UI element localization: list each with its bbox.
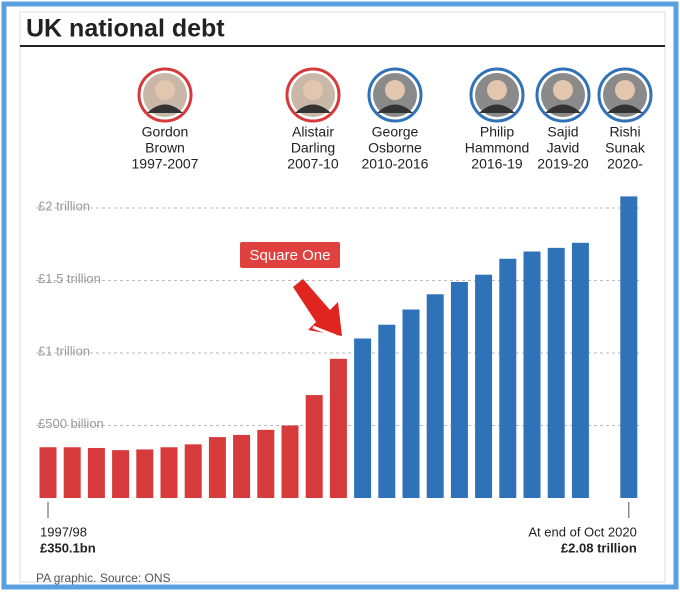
portrait-body	[377, 104, 413, 113]
bar	[354, 338, 372, 498]
chancellor-name: George	[372, 124, 419, 140]
panel	[19, 11, 666, 583]
y-tick-label: £2 trillion	[38, 198, 90, 213]
y-tick-label: £1.5 trillion	[38, 271, 101, 286]
bar	[620, 196, 638, 498]
bar	[329, 358, 347, 498]
bar	[523, 251, 541, 498]
bar	[305, 395, 323, 498]
bar	[402, 309, 420, 498]
bar	[136, 449, 154, 498]
x-tick-label: At end of Oct 2020	[528, 524, 636, 539]
chancellor-name: Javid	[547, 140, 580, 156]
bar	[571, 242, 589, 498]
annotation: Square One	[250, 247, 331, 264]
chancellor-years: 2019-20	[537, 156, 589, 172]
portrait-body	[295, 104, 331, 113]
chancellor-years: 2016-19	[471, 156, 523, 172]
chancellor-name: Hammond	[465, 140, 530, 156]
annotation-box	[240, 242, 340, 268]
chancellor-years: 2020-	[607, 156, 643, 172]
bar	[39, 447, 57, 498]
source: PA graphic. Source: ONS	[36, 571, 171, 585]
value-label: £350.1bn	[40, 540, 96, 555]
chancellor-name: Philip	[480, 124, 514, 140]
bar	[281, 425, 299, 498]
bar	[112, 450, 130, 498]
chancellor-name: Rishi	[609, 124, 640, 140]
chart-title: UK national debt	[26, 15, 225, 43]
chancellor-years: 1997-2007	[132, 156, 199, 172]
y-tick-label: £1 trillion	[38, 343, 90, 358]
chancellor-name: Gordon	[142, 124, 189, 140]
portrait-face	[155, 80, 175, 100]
portrait-body	[479, 104, 515, 113]
bar	[208, 437, 226, 498]
chancellor-years: 2010-2016	[362, 156, 429, 172]
bar	[160, 447, 178, 498]
bar	[87, 447, 105, 498]
annotation-dash	[312, 325, 337, 338]
bar	[63, 447, 81, 498]
chancellor-name: Sunak	[605, 140, 646, 156]
x-tick-label: 1997/98	[40, 524, 87, 539]
chancellor-name: Alistair	[292, 124, 334, 140]
portrait-face	[303, 80, 323, 100]
bar	[547, 247, 565, 498]
bar	[184, 444, 202, 498]
bar	[257, 429, 275, 498]
chancellor-name: Sajid	[547, 124, 578, 140]
y-tick-label: £500 billion	[38, 416, 104, 431]
portrait-face	[553, 80, 573, 100]
bar	[233, 434, 251, 498]
portrait-face	[487, 80, 507, 100]
value-label: £2.08 trillion	[561, 540, 637, 555]
portrait-body	[607, 104, 643, 113]
chancellor-name: Osborne	[368, 140, 422, 156]
bar	[499, 258, 517, 498]
portrait-face	[615, 80, 635, 100]
portrait-face	[385, 80, 405, 100]
chancellor-years: 2007-10	[287, 156, 339, 172]
chancellor-name: Darling	[291, 140, 335, 156]
bar	[450, 281, 468, 498]
annotation-arrow	[293, 279, 342, 336]
bar	[475, 274, 493, 498]
bar	[426, 294, 444, 498]
portrait-body	[545, 104, 581, 113]
portrait-body	[147, 104, 183, 113]
chancellor-name: Brown	[145, 140, 185, 156]
bar	[378, 324, 396, 498]
